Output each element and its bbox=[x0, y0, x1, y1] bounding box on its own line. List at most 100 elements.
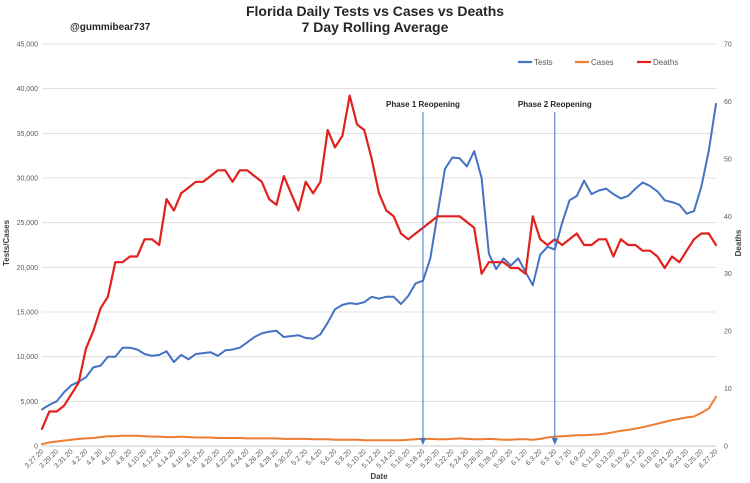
tests-point bbox=[561, 221, 564, 224]
cases-point bbox=[407, 438, 410, 441]
deaths-point bbox=[531, 215, 534, 218]
cases-point bbox=[85, 437, 87, 440]
tests-point bbox=[539, 253, 542, 256]
deaths-point bbox=[275, 203, 278, 206]
cases-point bbox=[561, 435, 564, 438]
deaths-point bbox=[297, 209, 300, 212]
tests-point bbox=[41, 408, 43, 411]
tests-point bbox=[297, 334, 300, 337]
cases-point bbox=[451, 438, 454, 440]
cases-point bbox=[356, 438, 358, 441]
deaths-point bbox=[41, 427, 43, 430]
deaths-point bbox=[326, 129, 329, 132]
chart-title: Florida Daily Tests vs Cases vs Deaths bbox=[246, 3, 504, 19]
deaths-point bbox=[370, 158, 373, 160]
tests-point bbox=[136, 348, 139, 351]
deaths-point bbox=[429, 221, 432, 223]
cases-point bbox=[92, 437, 95, 439]
cases-point bbox=[312, 438, 314, 441]
cases-point bbox=[612, 431, 615, 434]
tests-point bbox=[400, 303, 402, 305]
deaths-point bbox=[180, 192, 183, 195]
tests-point bbox=[466, 165, 468, 168]
deaths-point bbox=[400, 232, 402, 235]
deaths-point bbox=[304, 180, 307, 183]
cases-point bbox=[290, 438, 292, 440]
x-axis-label: Date bbox=[370, 472, 388, 481]
tests-point bbox=[202, 352, 205, 354]
deaths-point bbox=[107, 295, 109, 298]
cases-point bbox=[590, 433, 593, 436]
y-left-tick-label: 10,000 bbox=[17, 354, 39, 361]
deaths-point bbox=[173, 209, 175, 212]
tests-point bbox=[568, 199, 571, 202]
tests-point bbox=[268, 330, 270, 333]
cases-point bbox=[202, 436, 205, 439]
deaths-point bbox=[55, 410, 58, 413]
tests-point bbox=[407, 295, 410, 297]
deaths-point bbox=[656, 255, 659, 258]
legend-label: Cases bbox=[591, 58, 614, 67]
deaths-point bbox=[707, 232, 710, 235]
cases-point bbox=[260, 437, 263, 440]
cases-point bbox=[517, 438, 520, 441]
tests-point bbox=[107, 355, 109, 358]
tests-point bbox=[656, 190, 659, 193]
cases-point bbox=[370, 439, 373, 442]
tests-point bbox=[363, 301, 366, 304]
tests-point bbox=[209, 351, 212, 354]
cases-point bbox=[41, 443, 43, 446]
tests-point bbox=[627, 195, 629, 197]
tests-point bbox=[334, 308, 336, 311]
tests-point bbox=[48, 404, 51, 406]
y-right-tick-label: 20 bbox=[724, 329, 732, 336]
deaths-point bbox=[634, 244, 637, 246]
deaths-point bbox=[319, 180, 322, 183]
cases-point bbox=[304, 438, 307, 440]
legend-label: Deaths bbox=[653, 58, 678, 67]
cases-point bbox=[121, 434, 124, 437]
deaths-point bbox=[678, 261, 681, 264]
series-lines bbox=[40, 94, 718, 446]
annotation-label: Phase 1 Reopening bbox=[386, 100, 460, 109]
tests-point bbox=[92, 366, 95, 369]
tests-point bbox=[458, 157, 461, 160]
cases-point bbox=[334, 438, 336, 441]
cases-point bbox=[444, 438, 446, 441]
deaths-point bbox=[502, 261, 505, 264]
cases-point bbox=[48, 441, 51, 444]
cases-point bbox=[348, 438, 351, 441]
tests-point bbox=[678, 203, 681, 206]
cases-point bbox=[70, 438, 73, 441]
cases-point bbox=[663, 421, 666, 423]
tests-point bbox=[444, 168, 446, 171]
deaths-point bbox=[238, 169, 241, 172]
tests-point bbox=[85, 376, 87, 379]
deaths-point bbox=[715, 244, 717, 246]
tests-point bbox=[414, 282, 417, 285]
cases-point bbox=[685, 416, 688, 419]
cases-point bbox=[583, 434, 585, 437]
tests-point bbox=[260, 332, 263, 335]
deaths-point bbox=[392, 215, 395, 218]
annotation-arrow-head bbox=[551, 438, 558, 445]
y-axis-left-label: Tests/Cases bbox=[2, 219, 11, 266]
tests-point bbox=[671, 201, 673, 204]
deaths-point bbox=[590, 244, 593, 246]
deaths-point bbox=[121, 261, 124, 264]
tests-point bbox=[194, 353, 197, 355]
tests-point bbox=[531, 284, 534, 287]
deaths-point bbox=[641, 249, 644, 252]
deaths-point bbox=[414, 232, 417, 235]
cases-point bbox=[378, 439, 380, 442]
cases-point bbox=[436, 438, 439, 441]
cases-point bbox=[55, 440, 58, 443]
cases-point bbox=[678, 417, 681, 420]
tests-point bbox=[370, 295, 373, 298]
deaths-point bbox=[685, 249, 688, 252]
cases-point bbox=[480, 438, 483, 441]
deaths-point bbox=[671, 255, 673, 258]
tests-point bbox=[385, 295, 388, 298]
y-axis-right-ticks: 0 10 20 30 40 50 60 70 bbox=[724, 42, 732, 451]
